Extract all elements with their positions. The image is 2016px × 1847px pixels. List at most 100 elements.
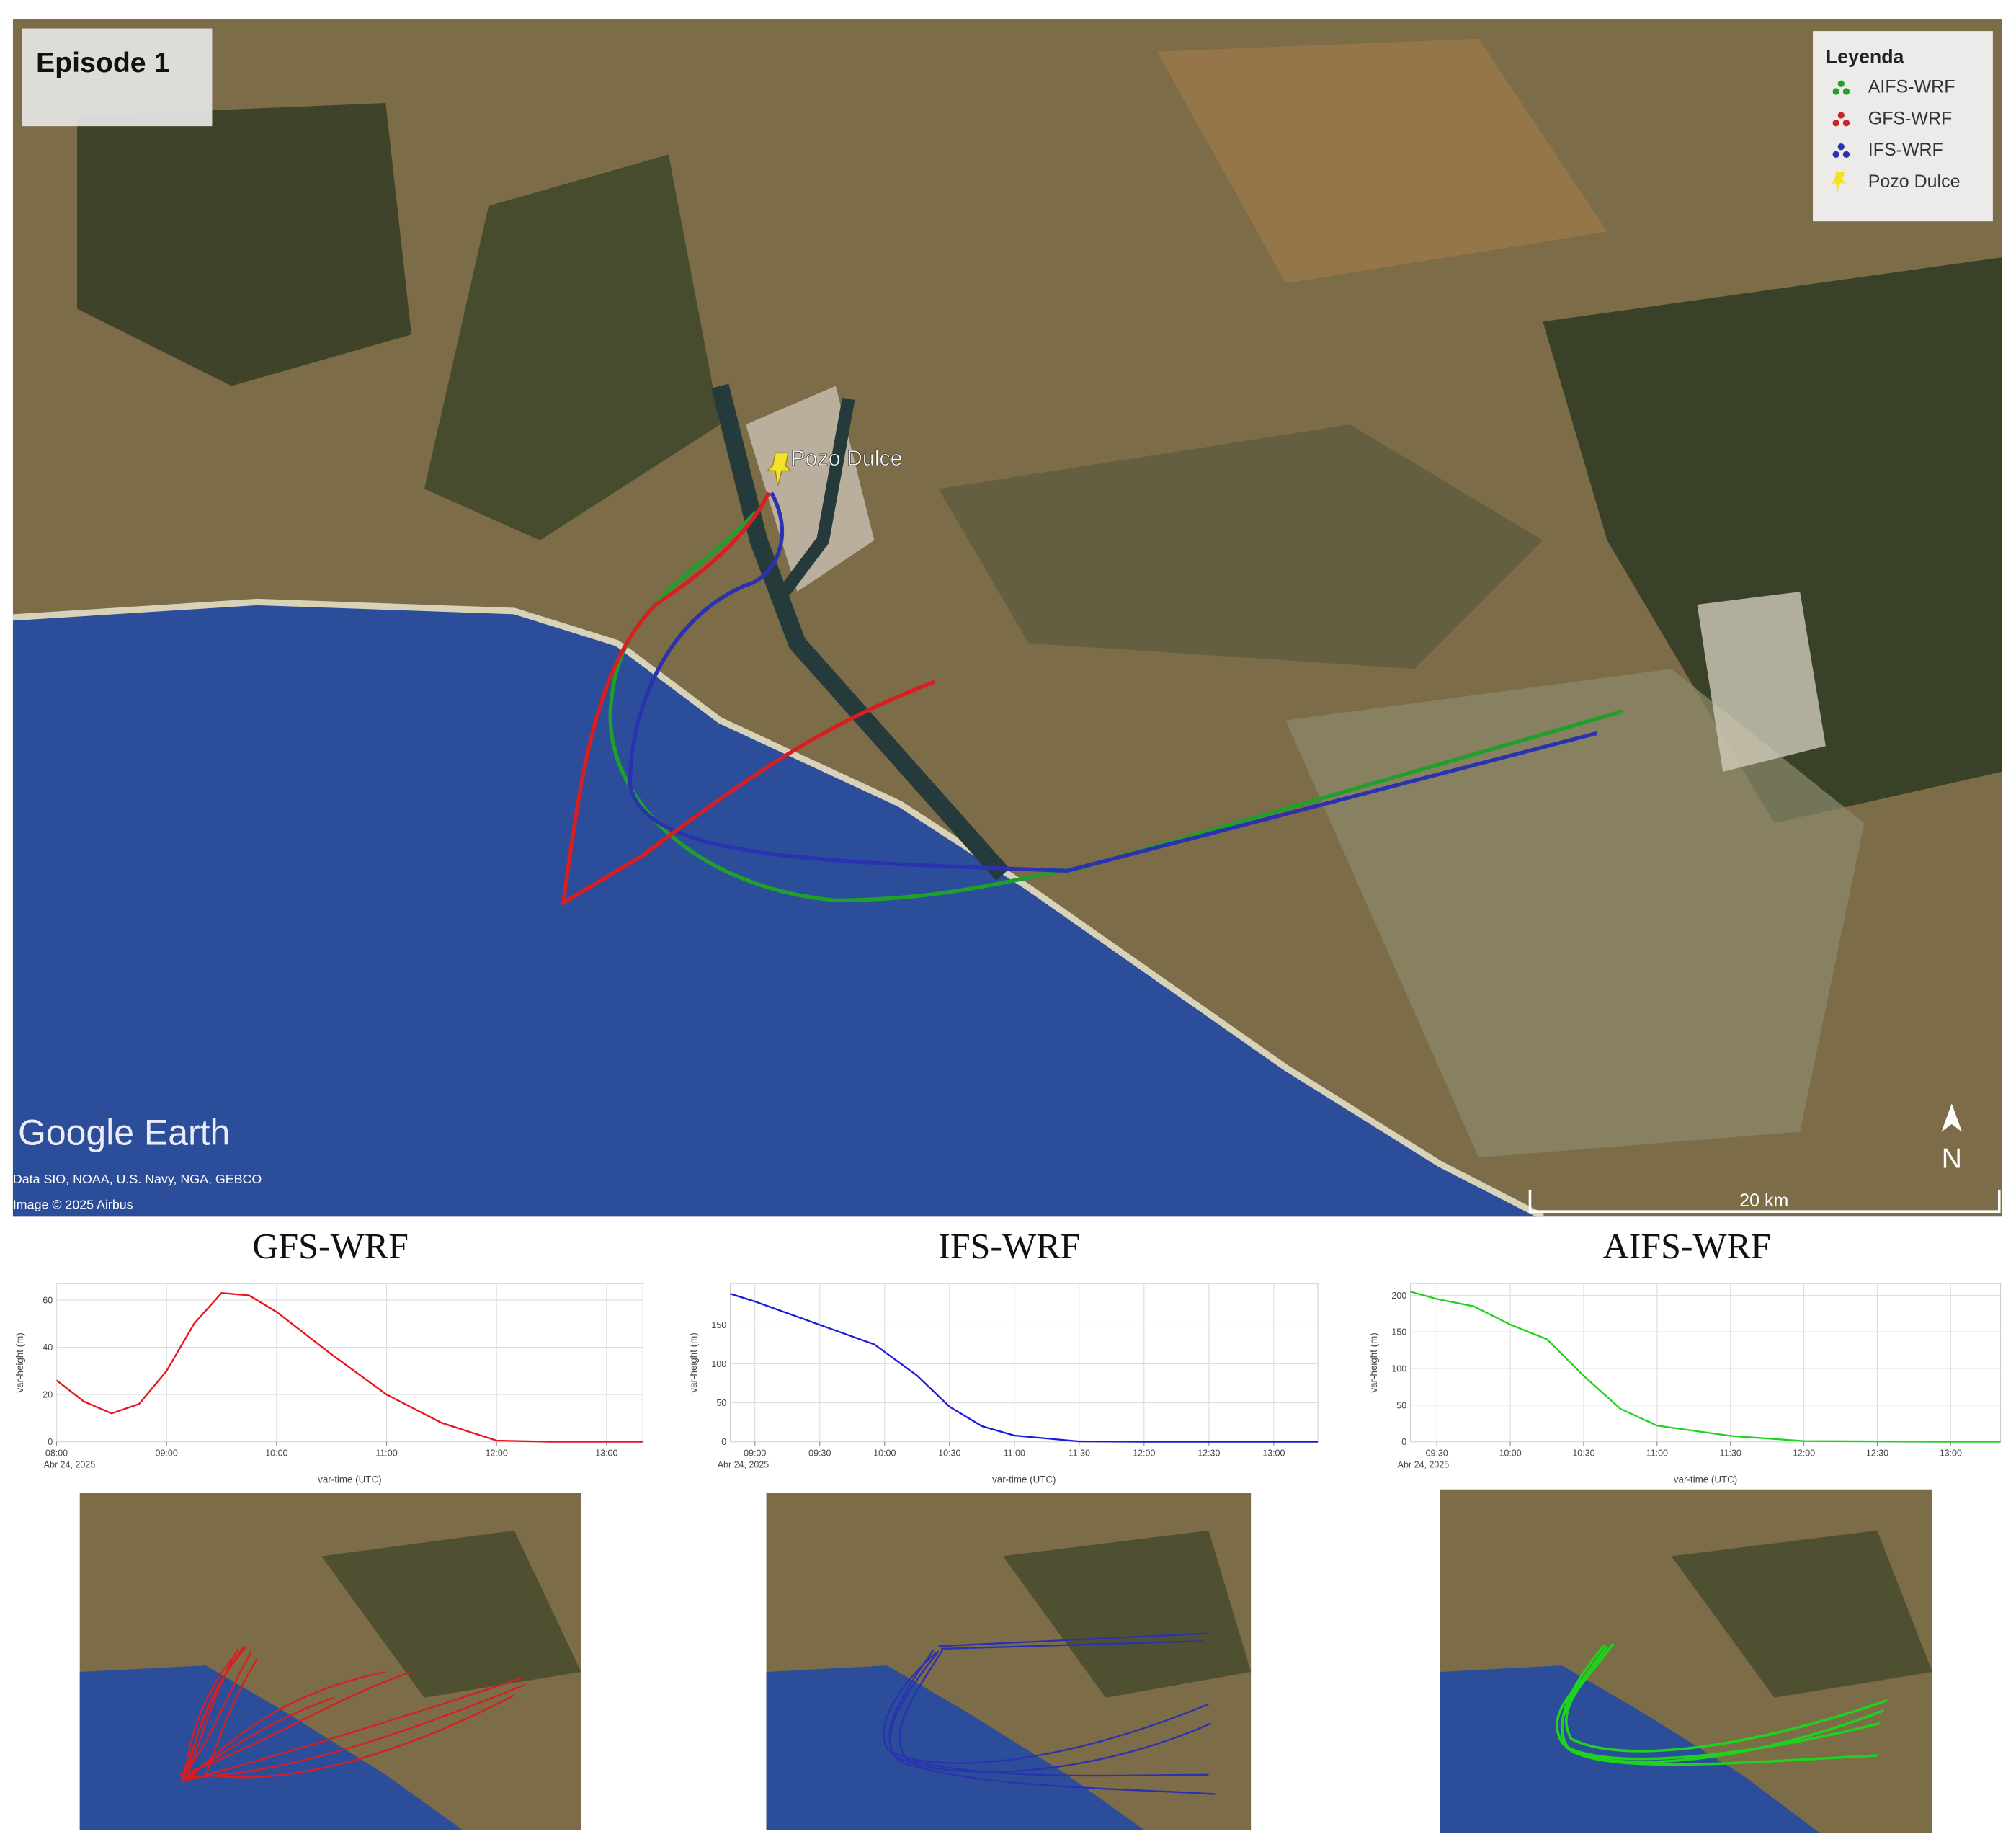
date-label: Abr 24, 2025: [1398, 1459, 1450, 1469]
legend-title: Leyenda: [1826, 46, 1905, 68]
legend-label: Pozo Dulce: [1868, 172, 1961, 192]
small-map-aifs: [1440, 1489, 1933, 1833]
x-tick-label: 09:30: [1426, 1448, 1448, 1458]
y-tick-label: 40: [43, 1343, 53, 1353]
chart-title: IFS-WRF: [938, 1225, 1080, 1265]
scale-bar: [1528, 1189, 2001, 1213]
sea: [1440, 1665, 1819, 1833]
chart-title: GFS-WRF: [252, 1225, 409, 1265]
x-tick-label: 13:00: [1262, 1448, 1285, 1458]
small-map-gfs: [79, 1493, 581, 1830]
north-label: N: [1942, 1143, 1962, 1175]
legend-icon: [1831, 172, 1847, 194]
forest: [1002, 1530, 1252, 1698]
y-axis-label: var-height (m): [1368, 1332, 1379, 1392]
x-tick-label: 09:00: [744, 1448, 766, 1458]
map-title: Episode 1: [36, 47, 169, 79]
legend-box: [1813, 31, 1993, 222]
forest: [321, 1530, 581, 1698]
plot-area: [1409, 1283, 2002, 1443]
attribution: Image © 2025 Airbus: [13, 1198, 133, 1212]
legend-icon: [1837, 143, 1845, 151]
main-map: Pozo Dulce Episode 1 Leyenda AIFS-WRF GFS…: [12, 19, 2002, 1217]
trajectory-gfs: [561, 491, 936, 907]
x-tick-label: 10:30: [938, 1448, 960, 1458]
forest: [938, 424, 1543, 669]
fields: [1285, 669, 1865, 1158]
legend-label: IFS-WRF: [1868, 140, 1943, 160]
data-line: [55, 1292, 643, 1443]
north-arrow: [1941, 1103, 1963, 1132]
trajectory-bundle: [883, 1632, 1216, 1795]
sea: [79, 1665, 463, 1830]
legend-label: AIFS-WRF: [1868, 77, 1955, 97]
x-tick-label: 11:00: [375, 1448, 397, 1458]
x-tick-label: 10:00: [265, 1448, 287, 1458]
x-tick-label: 11:00: [1004, 1448, 1025, 1458]
x-tick-label: 12:00: [1793, 1448, 1815, 1458]
sea: [766, 1665, 1145, 1830]
legend-icon: [1832, 88, 1839, 95]
trajectory-ifs: [628, 491, 1597, 873]
data-line: [1410, 1291, 2001, 1443]
y-tick-label: 100: [1391, 1363, 1406, 1374]
x-tick-label: 13:00: [595, 1448, 617, 1458]
x-tick-label: 09:30: [808, 1448, 831, 1458]
trajectory-bundle: [179, 1645, 525, 1783]
x-tick-label: 08:00: [45, 1448, 68, 1458]
forest: [1543, 257, 2002, 824]
x-tick-label: 10:30: [1572, 1448, 1594, 1458]
placemark-pin: [766, 452, 793, 486]
x-tick-label: 10:00: [1499, 1448, 1521, 1458]
river: [779, 397, 855, 596]
legend-icon: [1837, 80, 1845, 87]
legend-icon: [1842, 151, 1850, 159]
legend-items: AIFS-WRF GFS-WRF IFS-WRF Pozo Dulce: [1831, 77, 1960, 194]
coastline: [12, 598, 1545, 1217]
x-tick-label: 10:00: [873, 1448, 896, 1458]
data-line: [730, 1293, 1319, 1443]
x-tick-label: 13:00: [1940, 1448, 1962, 1458]
x-axis-label: var-time (UTC): [992, 1474, 1056, 1485]
x-tick-label: 12:30: [1866, 1448, 1888, 1458]
legend-icon: [1842, 88, 1850, 95]
x-tick-label: 11:30: [1069, 1448, 1090, 1458]
title-box: [22, 28, 213, 127]
x-tick-label: 11:00: [1646, 1448, 1668, 1458]
plot-area: [730, 1283, 1319, 1443]
legend-icon: [1832, 151, 1839, 159]
legend-label: GFS-WRF: [1868, 108, 1953, 128]
estuary: [711, 383, 1010, 881]
greenhouses: [1697, 592, 1826, 772]
x-tick-label: 12:00: [486, 1448, 508, 1458]
legend-icon: [1837, 112, 1845, 119]
date-label: Abr 24, 2025: [44, 1459, 96, 1469]
legend-icon: [1842, 120, 1850, 127]
legend-icon: [1832, 120, 1839, 127]
x-axis-label: var-time (UTC): [318, 1474, 381, 1485]
forest: [77, 103, 412, 386]
small-map-ifs: [766, 1493, 1252, 1830]
y-tick-label: 50: [716, 1398, 726, 1408]
forest: [424, 154, 721, 540]
date-label: Abr 24, 2025: [718, 1459, 770, 1469]
watermark: Google Earth: [18, 1112, 230, 1152]
placemark-label: Pozo Dulce: [790, 447, 902, 471]
y-tick-label: 60: [43, 1296, 53, 1306]
y-tick-label: 150: [1391, 1327, 1406, 1338]
y-tick-label: 200: [1391, 1291, 1406, 1301]
y-tick-label: 50: [1396, 1400, 1406, 1410]
y-tick-label: 150: [711, 1320, 726, 1330]
x-axis-label: var-time (UTC): [1674, 1474, 1737, 1485]
scale-label: 20 km: [1739, 1190, 1788, 1211]
x-tick-label: 12:00: [1133, 1448, 1155, 1458]
plot-area: [55, 1283, 643, 1443]
y-tick-label: 20: [43, 1390, 53, 1400]
x-tick-label: 09:00: [156, 1448, 178, 1458]
x-tick-label: 12:30: [1197, 1448, 1220, 1458]
x-tick-label: 11:30: [1720, 1448, 1741, 1458]
y-axis-label: var-height (m): [688, 1332, 699, 1392]
